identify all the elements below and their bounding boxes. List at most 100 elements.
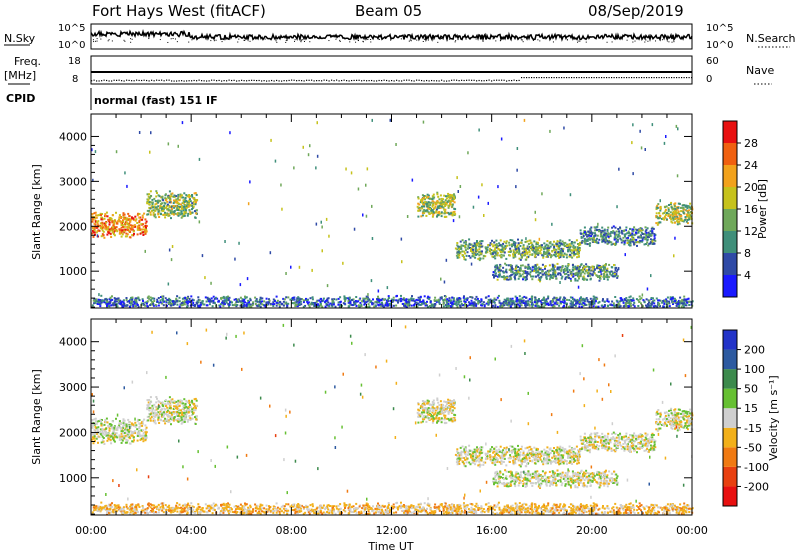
- heatmap-cell: [293, 166, 295, 170]
- heatmap-cell: [629, 227, 631, 230]
- heatmap-cell: [457, 190, 459, 193]
- heatmap-cell: [116, 427, 118, 430]
- heatmap-cell: [525, 296, 527, 299]
- heatmap-cell: [106, 215, 109, 218]
- heatmap-cell: [445, 197, 448, 200]
- heatmap-cell: [640, 302, 642, 305]
- heatmap-cell: [183, 192, 186, 195]
- heatmap-cell: [365, 301, 368, 304]
- heatmap-cell: [538, 272, 541, 275]
- heatmap-cell: [105, 211, 108, 214]
- heatmap-cell: [189, 204, 192, 207]
- nave-dot: [108, 80, 110, 82]
- heatmap-cell: [600, 273, 603, 276]
- heatmap-cell: [539, 250, 542, 253]
- heatmap-cell: [593, 272, 596, 275]
- heatmap-cell: [517, 303, 520, 306]
- heatmap-cell: [129, 304, 132, 307]
- heatmap-cell: [486, 248, 489, 251]
- nave-dot: [506, 80, 508, 82]
- heatmap-cell: [514, 271, 517, 274]
- heatmap-cell: [494, 269, 497, 272]
- heatmap-cell: [392, 296, 395, 299]
- heatmap-cell: [505, 271, 508, 274]
- heatmap-cell: [607, 241, 610, 244]
- heatmap-cell: [311, 296, 314, 299]
- nave-dot: [356, 79, 358, 81]
- heatmap-cell: [440, 212, 443, 215]
- heatmap-cell: [584, 298, 587, 301]
- heatmap-cell: [669, 217, 672, 219]
- heatmap-cell: [658, 302, 661, 305]
- heatmap-cell: [228, 301, 231, 304]
- heatmap-cell: [355, 305, 358, 307]
- heatmap-cell: [559, 266, 562, 269]
- heatmap-cell: [617, 267, 620, 271]
- heatmap-cell: [195, 199, 198, 201]
- heatmap-cell: [131, 423, 134, 426]
- heatmap-cell: [339, 304, 342, 307]
- heatmap-cell: [300, 303, 303, 306]
- heatmap-cell: [571, 264, 574, 266]
- heatmap-cell: [458, 248, 461, 251]
- heatmap-cell: [230, 301, 233, 304]
- heatmap-cell: [541, 270, 544, 273]
- heatmap-cell: [435, 208, 438, 211]
- heatmap-cell: [547, 244, 550, 247]
- nave-dot: [501, 79, 503, 81]
- heatmap-cell: [445, 195, 447, 198]
- heatmap-cell: [120, 235, 123, 238]
- heatmap-cell: [345, 297, 348, 300]
- nave-dot: [478, 79, 480, 82]
- heatmap-cell: [399, 300, 402, 303]
- heatmap-cell: [381, 304, 384, 307]
- heatmap-cell: [100, 235, 103, 238]
- nave-dot: [486, 79, 488, 82]
- nave-dot: [658, 77, 660, 79]
- heatmap-cell: [509, 239, 512, 241]
- heatmap-cell: [263, 300, 266, 303]
- heatmap-cell: [572, 266, 575, 269]
- heatmap-cell: [474, 303, 477, 306]
- heatmap-cell: [600, 267, 602, 270]
- heatmap-cell: [414, 301, 417, 304]
- heatmap-cell: [128, 301, 131, 304]
- heatmap-cell: [595, 229, 598, 232]
- heatmap-cell: [682, 212, 685, 215]
- heatmap-cell: [426, 296, 429, 299]
- heatmap-cell: [496, 275, 499, 278]
- nave-dot: [121, 80, 123, 82]
- nave-dot: [661, 77, 663, 79]
- heatmap-cell: [203, 303, 206, 306]
- heatmap-cell: [627, 234, 630, 237]
- heatmap-cell: [183, 297, 186, 300]
- heatmap-cell: [550, 304, 553, 307]
- heatmap-cell: [556, 262, 559, 265]
- heatmap-cell: [498, 269, 501, 271]
- heatmap-cell: [476, 244, 479, 247]
- nave-dot: [673, 77, 675, 79]
- heatmap-cell: [579, 232, 582, 235]
- heatmap-cell: [588, 266, 591, 268]
- nsearch-dot: [188, 41, 190, 43]
- nsearch-dot: [131, 38, 133, 40]
- heatmap-cell: [177, 214, 180, 217]
- nsearch-tick-bottom: 10^0: [706, 40, 733, 51]
- heatmap-cell: [175, 205, 178, 208]
- heatmap-cell: [96, 303, 99, 305]
- heatmap-cell: [485, 250, 488, 253]
- heatmap-cell: [506, 302, 509, 305]
- heatmap-cell: [445, 301, 448, 304]
- heatmap-cell: [524, 270, 527, 273]
- heatmap-cell: [584, 242, 587, 245]
- heatmap-cell: [669, 211, 672, 214]
- heatmap-cell: [622, 301, 625, 304]
- heatmap-cell: [247, 202, 250, 206]
- heatmap-cell: [113, 225, 116, 228]
- heatmap-cell: [655, 297, 658, 300]
- heatmap-cell: [174, 205, 176, 208]
- heatmap-cell: [596, 274, 599, 277]
- nsearch-dot: [111, 40, 113, 42]
- heatmap-cell: [560, 247, 563, 250]
- heatmap-cell: [447, 205, 450, 208]
